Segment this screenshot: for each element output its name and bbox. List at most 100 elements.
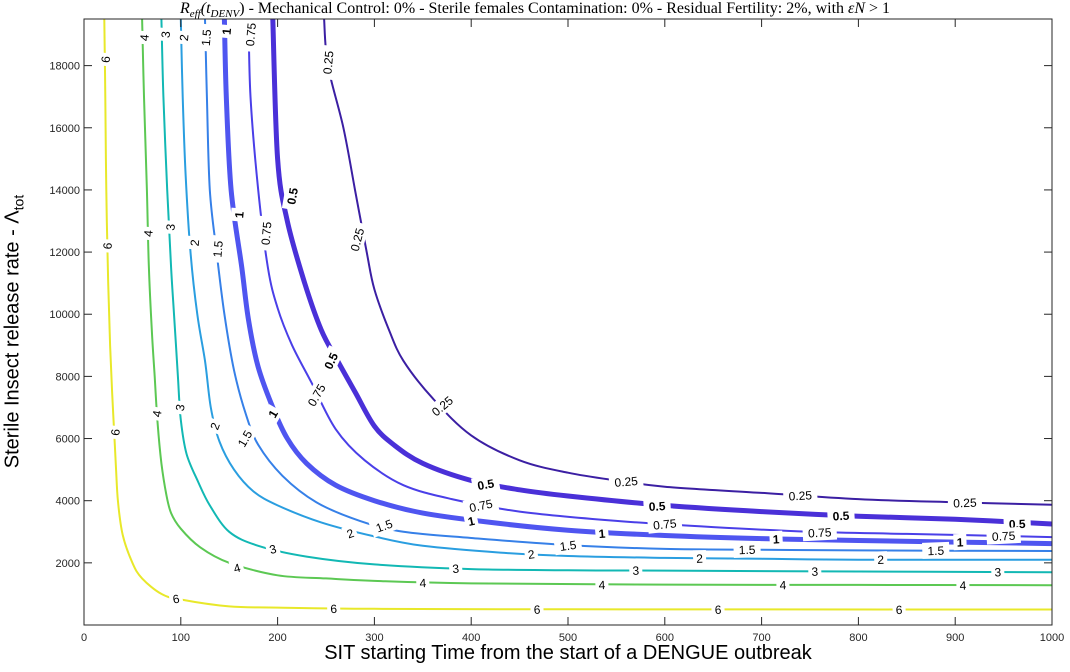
contour-label-bg [471,473,501,495]
contour-label-0.75: 0.75 [241,16,260,53]
contour-label-1: 1 [953,533,967,551]
contour-label-text: 0.25 [614,474,639,490]
y-tick-label: 12000 [49,247,80,259]
contour-line-1.5 [204,19,1052,552]
contour-label-bg [196,23,216,52]
contour-label-text: 0.75 [468,497,494,516]
contour-label-text: 1.5 [374,517,395,536]
contour-label-text: 0.25 [348,226,368,252]
contour-label-bg [594,524,610,542]
contour-label-bg [228,558,246,578]
contour-label-bg [692,549,707,567]
y-tick-label: 8000 [56,371,80,383]
contour-label-0.5: 0.5 [471,473,501,495]
y-tick-label: 18000 [49,61,80,73]
contour-label-0.5: 0.5 [281,181,303,211]
contour-label-bg [553,535,583,556]
x-tick-label: 600 [656,632,674,644]
contour-label-1.5: 1.5 [922,541,950,559]
x-tick-label: 900 [946,632,964,644]
contour-label-bg [769,530,784,548]
contour-label-3: 3 [264,539,282,559]
contour-label-2: 2 [341,523,360,544]
contour-label-bg [424,388,461,423]
contour-label-text: 1.5 [199,28,214,46]
contour-label-0.75: 0.75 [986,526,1021,545]
contour-label-text: 0.25 [788,488,812,503]
contour-label-1.5: 1.5 [196,23,216,52]
contour-label-text: 6 [896,603,903,617]
contour-label-4: 4 [135,30,153,45]
contour-label-text: 0.25 [953,496,977,511]
x-tick-label: 700 [752,632,770,644]
contour-label-bg [139,226,157,241]
contour-label-bg [156,27,174,42]
contour-label-bg [463,511,480,531]
contour-label-text: 4 [137,33,152,41]
contour-label-text: 0.5 [648,499,666,514]
contour-label-4: 4 [147,405,166,422]
x-tick-label: 1000 [1040,632,1064,644]
contour-label-text: 4 [779,578,786,592]
contour-label-1.5: 1.5 [208,234,227,264]
contour-label-bg [230,207,248,222]
chart-title: Reff(tDENV) - Mechanical Control: 0% - S… [179,0,891,21]
contour-label-bg [947,494,983,512]
contour-label-0.25: 0.25 [608,471,644,491]
contour-label-bg [185,235,203,250]
contour-label-3: 3 [448,559,463,577]
contour-line-1 [221,19,1052,547]
contour-label-bg [711,601,725,618]
x-tick-label: 300 [365,632,383,644]
contour-label-bg [96,52,114,67]
contour-label-1.5: 1.5 [553,535,583,556]
y-tick-label: 14000 [49,185,80,197]
contour-label-0.5: 0.5 [317,345,344,377]
contour-label-0.75: 0.75 [647,514,683,534]
contour-label-text: 0.5 [321,350,341,371]
contour-label-bg [344,221,370,259]
y-axis-label: Sterile Insect release rate - Λtot [1,194,27,469]
contour-label-3: 3 [161,220,179,235]
contour-label-text: 0.5 [284,186,301,205]
contour-line-3 [160,19,1052,574]
contour-label-6: 6 [711,601,725,618]
contour-label-bg [175,30,193,45]
contour-label-0.25: 0.25 [318,44,338,81]
contour-line-4 [141,19,1052,587]
contour-label-bg [956,576,970,594]
contour-label-bg [873,551,888,568]
contour-label-bg [281,181,303,211]
contour-label-bg [827,506,855,525]
contour-label-text: 4 [232,561,242,576]
contour-label-text: 4 [419,576,427,590]
contour-label-text: 6 [99,55,114,63]
contour-label-bg [415,574,430,592]
contour-line-0.25 [323,19,1052,506]
contour-label-text: 6 [330,602,337,616]
contour-label-text: 0.75 [992,529,1016,544]
contour-label-1.5: 1.5 [733,541,761,558]
contour-label-bg [733,541,761,558]
contour-label-text: 6 [533,603,540,617]
contour-label-text: 3 [163,223,178,231]
contour-label-text: 0.75 [808,525,832,540]
contour-label-0.75: 0.75 [462,494,500,517]
contour-label-2: 2 [204,417,225,435]
contour-label-bg [595,576,609,593]
contour-label-bg [782,486,818,505]
contour-label-bg [991,563,1005,581]
contour-label-bg [241,16,260,53]
contour-line-6 [103,19,1052,611]
contour-label-bg [135,30,153,45]
contour-line-0.75 [247,19,1052,539]
contour-label-1: 1 [262,404,283,424]
contour-label-text: 1 [232,211,247,219]
contour-label-bg [98,238,116,254]
contour-label-text: 2 [696,552,703,566]
contour-label-bg [161,220,179,235]
contour-label-text: 1 [598,527,606,542]
contour-label-bg [953,533,967,551]
contour-label-bg [523,545,539,563]
contour-label-text: 1.5 [559,538,578,554]
